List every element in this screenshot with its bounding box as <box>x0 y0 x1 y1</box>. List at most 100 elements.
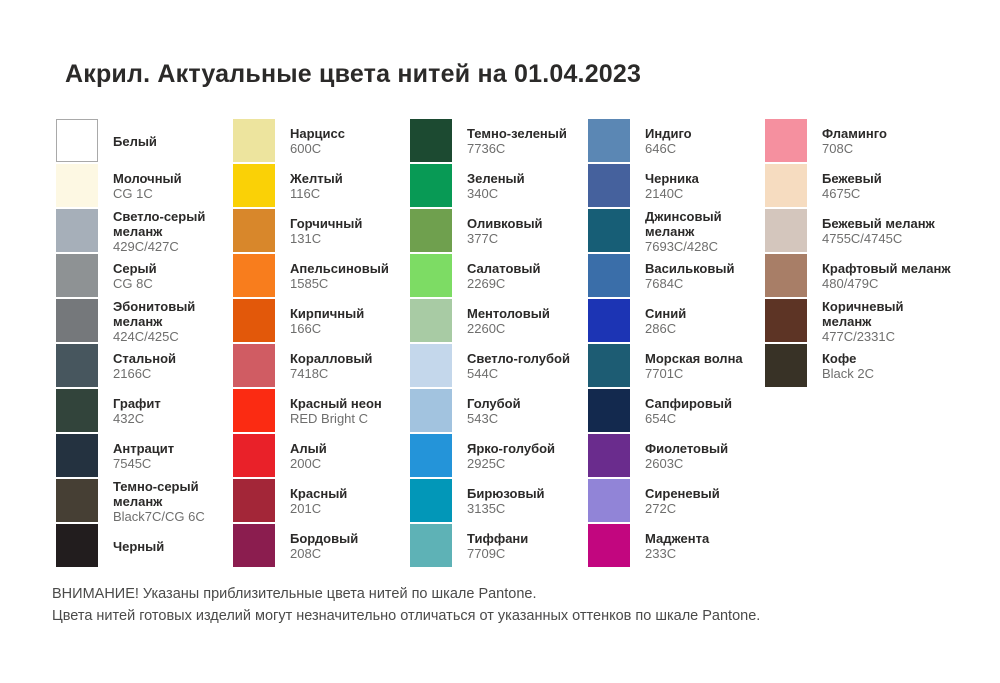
swatch-label: Темно-серый меланж Black7C/CG 6C <box>113 478 232 524</box>
swatch-color-name: Оливковый <box>467 216 543 231</box>
swatch-row: Ментоловый 2260C <box>410 299 586 342</box>
swatch-label: Ментоловый 2260C <box>467 305 586 336</box>
swatch-label: Маджента 233C <box>645 530 764 561</box>
swatch-label: Тиффани 7709C <box>467 530 586 561</box>
swatch-label: Васильковый 7684C <box>645 260 764 291</box>
swatch-color-name: Нарцисс <box>290 126 346 141</box>
swatch-label: Черный <box>113 538 232 554</box>
color-swatch <box>588 344 630 387</box>
swatch-row: Фиолетовый 2603C <box>588 434 764 477</box>
swatch-row: Бирюзовый 3135C <box>410 479 586 522</box>
swatch-color-name: Голубой <box>467 396 521 411</box>
swatch-pantone-code: 480/479C <box>822 276 879 291</box>
swatch-label: Желтый 116C <box>290 170 409 201</box>
swatch-label: Сапфировый 654C <box>645 395 764 426</box>
swatch-color-name: Апельсиновый <box>290 261 389 276</box>
color-swatch <box>765 209 807 252</box>
swatch-pantone-code: 166C <box>290 321 322 336</box>
swatch-row: Бордовый 208C <box>233 524 409 567</box>
swatch-label: Черника 2140C <box>645 170 764 201</box>
color-swatch <box>765 344 807 387</box>
color-swatch <box>765 299 807 342</box>
swatch-pantone-code: RED Bright C <box>290 411 369 426</box>
swatch-row: Индиго 646C <box>588 119 764 162</box>
swatch-row: Тиффани 7709C <box>410 524 586 567</box>
swatch-pantone-code: 4675C <box>822 186 861 201</box>
swatch-row: Сиреневый 272C <box>588 479 764 522</box>
swatch-color-name: Фиолетовый <box>645 441 729 456</box>
swatch-color-name: Бежевый <box>822 171 882 186</box>
color-swatch <box>56 434 98 477</box>
swatch-row: Молочный CG 1C <box>56 164 232 207</box>
color-swatch <box>233 524 275 567</box>
swatch-row: Коралловый 7418C <box>233 344 409 387</box>
swatch-color-name: Темно-зеленый <box>467 126 567 141</box>
swatch-color-name: Бежевый меланж <box>822 216 935 231</box>
color-swatch <box>588 434 630 477</box>
swatch-pantone-code: 544C <box>467 366 499 381</box>
color-swatch <box>56 479 98 522</box>
swatch-pantone-code: 3135C <box>467 501 506 516</box>
color-swatch <box>233 299 275 342</box>
color-swatch <box>56 524 98 567</box>
swatch-label: Салатовый 2269C <box>467 260 586 291</box>
swatch-color-name: Эбонитовый меланж <box>113 298 196 329</box>
swatch-label: Голубой 543C <box>467 395 586 426</box>
swatch-label: Бежевый меланж 4755C/4745C <box>822 215 956 246</box>
color-swatch <box>56 344 98 387</box>
swatch-pantone-code: 424C/425C <box>113 328 179 344</box>
color-swatch <box>233 389 275 432</box>
color-swatch <box>765 119 807 162</box>
color-swatch <box>233 254 275 297</box>
swatch-row: Фламинго 708C <box>765 119 956 162</box>
swatch-row: Морская волна 7701C <box>588 344 764 387</box>
swatch-color-name: Бордовый <box>290 531 359 546</box>
swatch-row: Стальной 2166C <box>56 344 232 387</box>
swatch-pantone-code: 201C <box>290 501 322 516</box>
swatch-row: Сапфировый 654C <box>588 389 764 432</box>
swatch-color-name: Желтый <box>290 171 343 186</box>
swatch-label: Красный неон RED Bright C <box>290 395 409 426</box>
swatch-pantone-code: 708C <box>822 141 854 156</box>
swatch-label: Коричневый меланж 477C/2331C <box>822 298 956 344</box>
color-swatch <box>233 479 275 522</box>
swatch-pantone-code: 1585C <box>290 276 329 291</box>
swatch-row: Белый <box>56 119 232 162</box>
color-swatch <box>56 164 98 207</box>
swatch-pantone-code: 233C <box>645 546 677 561</box>
color-swatch <box>56 254 98 297</box>
swatch-pantone-code: 2140C <box>645 186 684 201</box>
swatch-row: Черный <box>56 524 232 567</box>
swatch-color-name: Сапфировый <box>645 396 732 411</box>
swatch-row: Ярко-голубой 2925C <box>410 434 586 477</box>
swatch-pantone-code: 600C <box>290 141 322 156</box>
swatch-row: Зеленый 340C <box>410 164 586 207</box>
color-swatch <box>588 524 630 567</box>
swatch-color-name: Светло-голубой <box>467 351 570 366</box>
color-swatch <box>410 254 452 297</box>
swatch-row: Светло-серый меланж 429C/427C <box>56 209 232 254</box>
swatch-label: Сиреневый 272C <box>645 485 764 516</box>
swatch-color-name: Кирпичный <box>290 306 365 321</box>
swatch-pantone-code: 286C <box>645 321 677 336</box>
swatch-pantone-code: 477C/2331C <box>822 328 895 344</box>
swatch-row: Васильковый 7684C <box>588 254 764 297</box>
swatch-color-name: Графит <box>113 396 161 411</box>
swatch-label: Кирпичный 166C <box>290 305 409 336</box>
color-swatch <box>56 299 98 342</box>
swatch-pantone-code: 131C <box>290 231 322 246</box>
swatch-color-name: Индиго <box>645 126 692 141</box>
swatch-label: Красный 201C <box>290 485 409 516</box>
color-swatch <box>410 479 452 522</box>
swatch-column-1: Белый Молочный CG 1C Светло-серый меланж 429… <box>56 119 232 569</box>
swatch-color-name: Маджента <box>645 531 710 546</box>
swatch-label: Антрацит 7545C <box>113 440 232 471</box>
swatch-row: Маджента 233C <box>588 524 764 567</box>
swatch-row: Голубой 543C <box>410 389 586 432</box>
swatch-label: Крафтовый меланж 480/479C <box>822 260 956 291</box>
swatch-color-name: Крафтовый меланж <box>822 261 951 276</box>
color-swatch <box>410 299 452 342</box>
swatch-row: Алый 200C <box>233 434 409 477</box>
swatch-color-name: Салатовый <box>467 261 541 276</box>
swatch-color-name: Тиффани <box>467 531 529 546</box>
